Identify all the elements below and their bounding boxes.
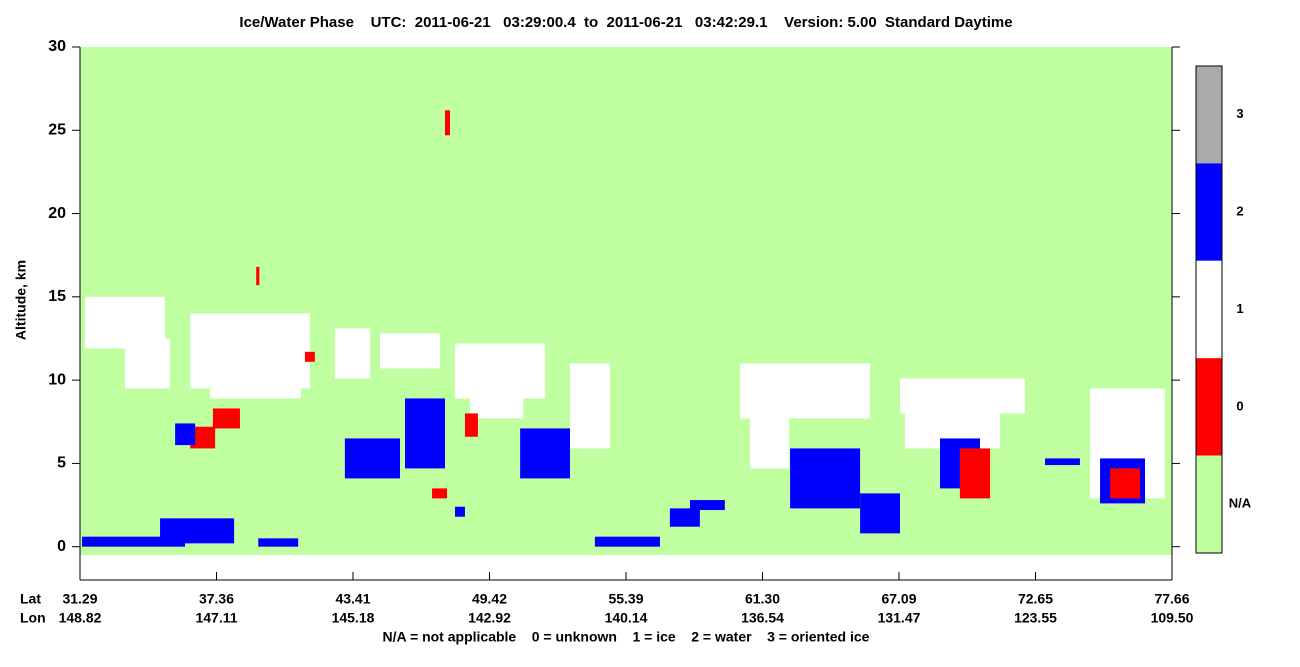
colorbar-frame [1195,65,1223,554]
lon-tick-label: 123.55 [1014,610,1057,626]
phase-region [1110,468,1141,499]
lat-tick-label: 72.65 [1018,591,1053,607]
lon-tick-label: 136.54 [741,610,784,626]
lon-tick-label: 148.82 [59,610,102,626]
phase-region [432,488,448,499]
phase-region [256,266,260,286]
phase-region [160,518,235,544]
lat-tick-label: 55.39 [608,591,643,607]
phase-region [405,398,445,469]
colorbar-label: 2 [1236,204,1243,219]
phase-region [959,448,991,499]
phase-region [469,388,524,419]
y-tick-label: 20 [48,205,66,222]
phase-region [190,426,216,449]
y-tick-label: 0 [57,538,66,555]
phase-region [860,493,900,534]
phase-region [344,438,401,479]
phase-region [464,413,478,437]
lon-tick-label: 131.47 [878,610,921,626]
lon-tick-label: 142.92 [468,610,511,626]
colorbar-label: 1 [1236,301,1243,316]
colorbar-label: 0 [1236,398,1243,413]
phase-region [304,351,315,362]
phase-region [750,398,790,469]
phase-region [444,110,450,136]
phase-region [190,313,310,389]
colorbar-label: N/A [1229,496,1252,511]
phase-region [82,536,186,547]
lat-tick-label: 37.36 [199,591,234,607]
lon-tick-label: 140.14 [605,610,648,626]
phase-region [454,506,465,517]
phase-region [669,508,700,527]
y-tick-label: 30 [48,38,66,55]
colorbar-swatch [1196,260,1222,359]
lon-tick-label: 109.50 [1151,610,1194,626]
phase-region [212,408,240,429]
phase-region [80,47,1172,556]
lat-tick-label: 77.66 [1154,591,1189,607]
colorbar-swatch [1196,358,1222,456]
y-tick-label: 15 [48,288,66,305]
lat-label: Lat [20,591,41,607]
colorbar-swatch [1196,66,1222,164]
colorbar-swatch [1196,455,1222,553]
phase-region [258,538,299,547]
y-tick-label: 25 [48,122,66,139]
chart-title: Ice/Water Phase UTC: 2011-06-21 03:29:00… [239,14,1012,31]
phase-region [1045,458,1080,466]
phase-region [520,428,570,479]
y-tick-label: 10 [48,371,66,388]
phase-region [380,333,440,369]
phase-region [124,338,170,389]
phase-region [569,363,610,449]
lat-tick-label: 31.29 [62,591,97,607]
phase-region [899,378,1025,414]
phase-region [689,500,725,511]
lat-tick-label: 67.09 [881,591,916,607]
colorbar-swatch [1196,163,1222,261]
lon-tick-label: 145.18 [332,610,375,626]
phase-legend: N/A = not applicable 0 = unknown 1 = ice… [383,629,870,645]
phase-region [209,378,301,399]
lon-tick-label: 147.11 [195,610,237,626]
lat-tick-label: 49.42 [472,591,507,607]
phase-region [594,536,660,547]
colorbar-label: 3 [1236,106,1243,121]
phase-region [790,448,861,509]
y-tick-label: 5 [57,455,66,472]
lon-label: Lon [20,610,46,626]
phase-region [334,328,371,379]
y-axis-label: Altitude, km [13,260,29,340]
lat-tick-label: 43.41 [335,591,370,607]
phase-region [175,423,196,446]
lat-tick-label: 61.30 [745,591,780,607]
